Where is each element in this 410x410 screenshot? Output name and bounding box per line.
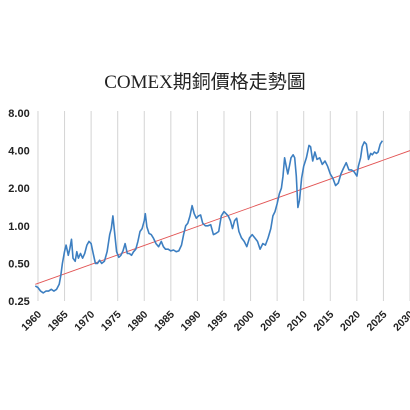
y-tick-label: 1.00: [8, 221, 29, 233]
x-tick-label: 2030: [391, 309, 410, 334]
x-tick-label: 1980: [125, 309, 150, 334]
x-tick-label: 1965: [46, 309, 71, 334]
x-tick-label: 2025: [365, 309, 390, 334]
x-tick-labels: 1960 1965 1970 1975 1980 1985 1990 1995 2000 2005…: [19, 309, 410, 334]
y-tick-label: 0.50: [8, 258, 29, 270]
y-tick-label: 8.00: [8, 108, 29, 120]
x-tick-label: 2015: [311, 309, 336, 334]
y-tick-label: 4.00: [8, 146, 29, 158]
y-tick-labels: 0.25 0.50 1.00 2.00 4.00 8.00: [8, 108, 29, 308]
x-tick-label: 2000: [232, 309, 257, 334]
y-tick-label: 0.25: [8, 296, 29, 308]
x-tick-label: 1995: [205, 309, 230, 334]
price-series-line: [34, 140, 384, 294]
x-tick-label: 1970: [72, 309, 97, 334]
x-tick-label: 1975: [99, 309, 124, 334]
x-tick-label: 1990: [179, 309, 204, 334]
y-tick-label: 2.00: [8, 183, 29, 195]
x-tick-label: 2010: [285, 309, 310, 334]
chart-title: COMEX期銅價格走勢圖: [104, 71, 306, 93]
x-tick-label: 2005: [258, 309, 283, 334]
x-gridlines: [37, 111, 410, 301]
x-tick-label: 1985: [152, 309, 177, 334]
series-layer: [34, 140, 384, 294]
x-tick-label: 2020: [338, 309, 363, 334]
x-tick-label: 1960: [19, 309, 44, 334]
